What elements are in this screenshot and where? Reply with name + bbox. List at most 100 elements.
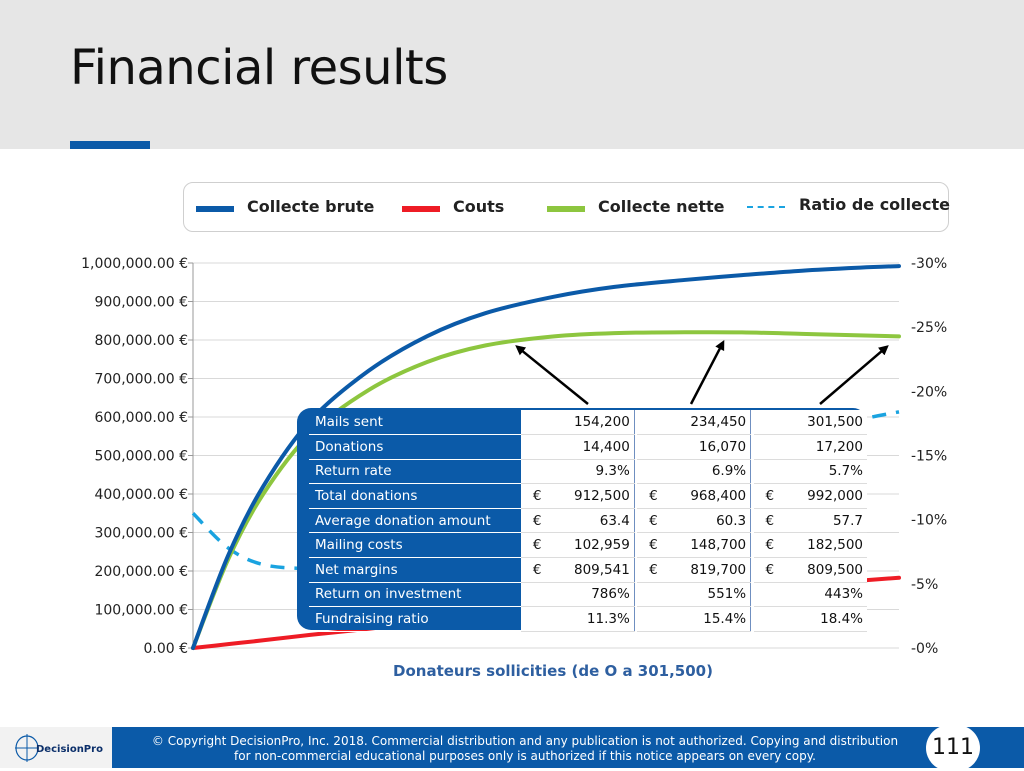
cell-value: 809,541 xyxy=(573,561,630,578)
cell-value: 968,400 xyxy=(690,488,747,505)
y-tick-label: 700,000.00 € xyxy=(94,372,188,388)
cell-value: 148,700 xyxy=(690,537,747,554)
table-row-label: Return rate xyxy=(309,459,521,485)
cell-value: 182,500 xyxy=(807,537,863,554)
currency-symbol xyxy=(533,463,547,479)
cell-value: 234,450 xyxy=(690,414,747,431)
legend-label: Couts xyxy=(453,197,505,216)
cell-value: 9.3% xyxy=(595,463,630,480)
table-row-label: Net margins xyxy=(309,557,521,583)
currency-symbol xyxy=(766,439,780,455)
currency-symbol: € xyxy=(765,561,775,578)
column-separator xyxy=(750,532,754,558)
table-row: Average donation amount €63.4 €60.3 €57.7 xyxy=(309,508,867,534)
y2-tick-label: -20% xyxy=(911,384,947,400)
table-cell: 5.7% xyxy=(753,459,867,485)
table-row: Return on investment 786% 551% 443% xyxy=(309,582,867,608)
column-separator xyxy=(750,606,754,632)
cell-value: 6.9% xyxy=(711,463,747,480)
column-separator xyxy=(750,508,754,533)
table-cell: €63.4 xyxy=(520,508,635,534)
cell-value: 992,000 xyxy=(807,488,863,505)
cell-value: 912,500 xyxy=(573,488,630,505)
table-cell: 551% xyxy=(637,582,751,608)
currency-symbol: € xyxy=(649,537,658,554)
currency-symbol xyxy=(533,414,547,430)
series-line-collecte-brute xyxy=(191,264,901,650)
table-row-label: Donations xyxy=(309,434,521,460)
table-cell: 18.4% xyxy=(753,606,867,632)
currency-symbol xyxy=(649,414,663,430)
copyright-line: for non-commercial educational purposes … xyxy=(234,749,816,763)
table-row: Mails sent 154,200 234,450 301,500 xyxy=(309,410,867,436)
currency-symbol xyxy=(533,586,547,602)
page-number: 111 xyxy=(926,725,980,771)
legend-swatch xyxy=(402,206,440,212)
cell-value: 11.3% xyxy=(586,611,630,628)
currency-symbol xyxy=(533,611,547,627)
table-cell: 786% xyxy=(520,582,635,608)
currency-symbol: € xyxy=(649,488,658,505)
table-cell: 443% xyxy=(753,582,867,608)
cell-value: 551% xyxy=(707,586,747,603)
table-cell: 234,450 xyxy=(637,410,751,436)
legend-swatch xyxy=(196,206,234,212)
table-row-label: Mails sent xyxy=(309,410,521,436)
chart-legend: Collecte brute Couts Collecte nette Rati… xyxy=(183,182,950,232)
y-tick-label: 300,000.00 € xyxy=(94,526,188,542)
column-separator xyxy=(633,459,638,484)
table-cell: 154,200 xyxy=(520,410,635,436)
cell-value: 786% xyxy=(591,586,630,603)
callout-arrow xyxy=(689,339,725,405)
y-tick-label: 200,000.00 € xyxy=(94,564,188,580)
column-separator xyxy=(633,606,638,632)
currency-symbol: € xyxy=(649,561,658,578)
table-row: Mailing costs €102,959 €148,700 €182,500 xyxy=(309,532,867,559)
table-row-label: Mailing costs xyxy=(309,532,521,559)
column-separator xyxy=(633,557,638,583)
column-separator xyxy=(750,483,754,509)
table-cell: €809,500 xyxy=(753,557,867,583)
decisionpro-logo: DecisionPro xyxy=(15,734,103,762)
table-cell: €57.7 xyxy=(753,508,867,534)
table-row-label: Average donation amount xyxy=(309,508,521,534)
column-separator xyxy=(750,434,754,460)
currency-symbol xyxy=(766,611,780,627)
y-tick-label: 500,000.00 € xyxy=(94,449,188,465)
cell-value: 819,700 xyxy=(690,561,747,578)
y2-tick-label: -25% xyxy=(911,320,947,336)
column-separator xyxy=(633,483,638,509)
table-row: Total donations €912,500 €968,400 €992,000 xyxy=(309,483,867,509)
currency-symbol xyxy=(649,586,663,602)
title-accent-bar xyxy=(70,141,150,149)
currency-symbol xyxy=(649,611,663,627)
copyright-notice: © Copyright DecisionPro, Inc. 2018. Comm… xyxy=(140,734,910,764)
currency-symbol xyxy=(649,463,663,479)
footer-bar xyxy=(0,727,1024,768)
logo-text: DecisionPro xyxy=(36,744,103,755)
y2-tick-label: -30% xyxy=(911,256,947,272)
cell-value: 17,200 xyxy=(815,438,863,455)
currency-symbol: € xyxy=(765,537,775,554)
legend-label: Collecte brute xyxy=(247,197,375,216)
currency-symbol: € xyxy=(532,488,542,505)
cell-value: 102,959 xyxy=(573,537,630,554)
currency-symbol: € xyxy=(765,488,775,505)
series-line-collecte-nette xyxy=(191,330,901,650)
results-table: Mails sent 154,200 234,450 301,500 Donations… xyxy=(297,408,867,632)
currency-symbol xyxy=(766,586,780,602)
currency-symbol: € xyxy=(765,512,775,529)
table-cell: €148,700 xyxy=(637,532,751,559)
column-separator xyxy=(633,410,638,435)
currency-symbol: € xyxy=(649,512,658,529)
y-tick-label: 400,000.00 € xyxy=(94,487,188,503)
table-row-label: Total donations xyxy=(309,483,521,509)
y-tick-label: 900,000.00 € xyxy=(94,295,188,311)
slide-header xyxy=(0,0,1024,149)
table-cell: €819,700 xyxy=(637,557,751,583)
y-tick-label: 100,000.00 € xyxy=(94,603,188,619)
callout-arrow xyxy=(819,345,889,405)
table-cell: 6.9% xyxy=(637,459,751,485)
column-separator xyxy=(633,582,638,607)
y2-tick-label: -0% xyxy=(911,641,938,657)
